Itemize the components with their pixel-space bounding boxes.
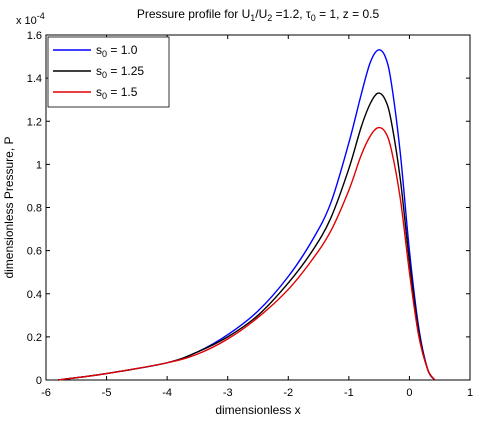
x-tick-label: 1 — [467, 387, 473, 399]
chart-title: Pressure profile for U1/U2 =1.2, τ0 = 1,… — [137, 7, 380, 23]
title-mid: /U — [255, 7, 267, 21]
title-mid2: =1.2, — [272, 7, 306, 21]
x-axis-label: dimensionless x — [215, 403, 300, 417]
x-tick-label: -5 — [102, 387, 112, 399]
y-tick-label: 0.6 — [27, 246, 42, 258]
x-tick-label: -2 — [283, 387, 293, 399]
legend-entry-suffix: = 1.25 — [107, 64, 144, 78]
x-tick-label: 0 — [406, 387, 412, 399]
legend-entry-sub: 0 — [102, 70, 107, 80]
y-multiplier: x 10-4 — [16, 11, 45, 27]
y-axis-label: dimensionless Pressure, P — [2, 136, 16, 278]
x-tick-label: -3 — [223, 387, 233, 399]
legend-entry-2: s0 = 1.5 — [96, 85, 138, 101]
y-tick-label: 1.6 — [27, 30, 42, 42]
y-multiplier-exp: -4 — [37, 11, 45, 21]
legend-box — [47, 36, 170, 108]
legend-entry-sub: 0 — [102, 49, 107, 59]
y-tick-label: 0.2 — [27, 332, 42, 344]
y-axis-ticks: 0 0.2 0.4 0.6 0.8 1 1.2 1.4 1.6 — [27, 30, 470, 387]
legend-entry-name: s — [96, 43, 102, 57]
legend-entry-suffix: = 1.0 — [107, 43, 138, 57]
x-tick-label: -1 — [344, 387, 354, 399]
y-tick-label: 1.4 — [27, 73, 42, 85]
title-suffix: = 1, z = 0.5 — [316, 7, 380, 21]
y-tick-label: 1 — [36, 159, 42, 171]
x-tick-label: -4 — [162, 387, 172, 399]
y-tick-label: 0 — [36, 375, 42, 387]
y-tick-label: 1.2 — [27, 116, 42, 128]
legend-entry-name: s — [96, 64, 102, 78]
title-sub3: 0 — [311, 13, 316, 23]
x-tick-label: -6 — [41, 387, 51, 399]
legend-entry-0: s0 = 1.0 — [96, 43, 138, 59]
series-lines — [58, 49, 436, 381]
legend-entry-1: s0 = 1.25 — [96, 64, 144, 80]
y-multiplier-base: x 10 — [16, 15, 37, 27]
series-line-2 — [58, 126, 436, 381]
title-sub1: 1 — [250, 13, 255, 23]
y-tick-label: 0.8 — [27, 203, 42, 215]
title-prefix: Pressure profile for U — [137, 7, 250, 21]
series-line-1 — [58, 92, 436, 381]
title-tau: τ — [306, 7, 311, 21]
x-axis-ticks: -6 -5 -4 -3 -2 -1 0 1 — [41, 35, 473, 399]
title-sub2: 2 — [267, 13, 272, 23]
legend-entry-suffix: = 1.5 — [107, 85, 138, 99]
legend-entry-sub: 0 — [102, 91, 107, 101]
y-tick-label: 0.4 — [27, 289, 42, 301]
legend-entry-name: s — [96, 85, 102, 99]
